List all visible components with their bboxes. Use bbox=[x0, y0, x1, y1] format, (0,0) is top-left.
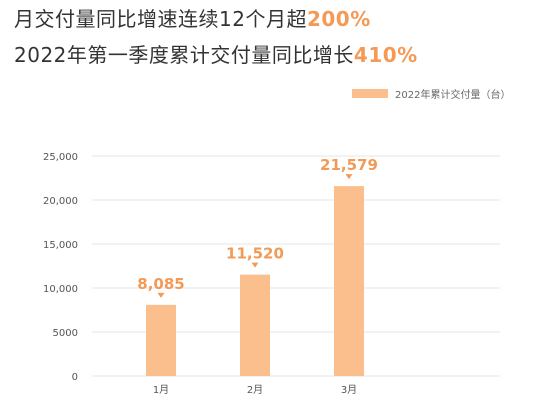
data-label: 11,520 bbox=[226, 245, 284, 263]
y-tick-label: 5000 bbox=[53, 328, 78, 339]
x-tick-label: 2月 bbox=[247, 384, 263, 396]
bar bbox=[240, 274, 270, 376]
x-tick-label: 1月 bbox=[153, 384, 169, 396]
legend-swatch bbox=[352, 89, 388, 98]
headline-growth-streak-text: 月交付量同比增速连续12个月超 bbox=[14, 7, 307, 31]
headline-growth-streak: 月交付量同比增速连续12个月超200% bbox=[14, 6, 371, 32]
data-label-pointer bbox=[157, 292, 165, 298]
chart-legend: 2022年累计交付量（台） bbox=[352, 86, 510, 101]
headline-growth-streak-value: 200% bbox=[306, 7, 371, 31]
headline-q1-growth-value: 410% bbox=[353, 43, 418, 67]
y-tick-label: 0 bbox=[72, 372, 78, 383]
bar bbox=[146, 304, 176, 376]
x-tick-label: 3月 bbox=[341, 384, 357, 396]
data-label-pointer bbox=[251, 262, 259, 268]
data-label: 8,085 bbox=[137, 275, 184, 293]
headline-q1-growth-text: 2022年第一季度累计交付量同比增长 bbox=[14, 43, 354, 67]
y-tick-label: 15,000 bbox=[43, 240, 78, 251]
headline-q1-growth: 2022年第一季度累计交付量同比增长410% bbox=[14, 42, 418, 68]
data-label-pointer bbox=[345, 174, 353, 180]
y-tick-label: 10,000 bbox=[43, 284, 78, 295]
data-label: 21,579 bbox=[320, 156, 378, 174]
bar bbox=[334, 186, 364, 376]
y-tick-label: 20,000 bbox=[43, 196, 78, 207]
y-tick-label: 25,000 bbox=[43, 152, 78, 163]
legend-label: 2022年累计交付量（台） bbox=[395, 90, 511, 101]
